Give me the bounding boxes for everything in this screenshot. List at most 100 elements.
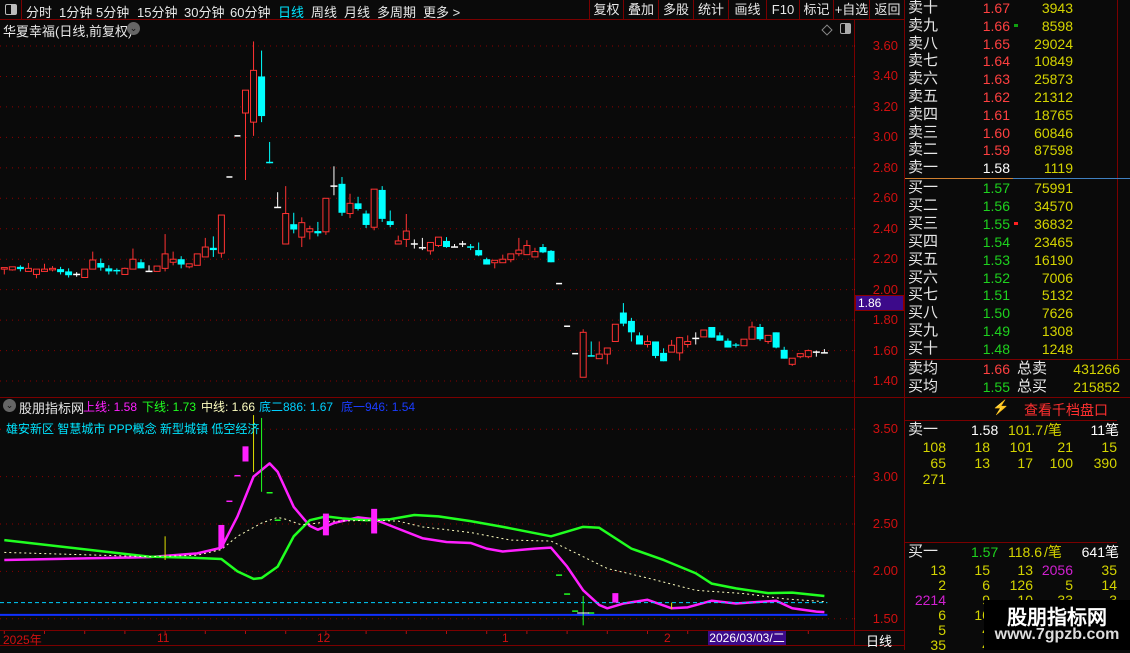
level-volume: 18765 xyxy=(1034,106,1073,123)
indicator-tick-label: 3.50 xyxy=(872,421,898,437)
back-button[interactable]: 返回 xyxy=(869,0,905,20)
candle-body xyxy=(708,326,716,338)
signal-bar xyxy=(242,446,249,462)
panel-toggle-icon[interactable] xyxy=(840,23,851,34)
bids-level-row[interactable]: 买八 1.50 7626 xyxy=(905,304,1117,322)
queue-volume: 2 xyxy=(938,577,946,593)
bids-level-row[interactable]: 买一 1.57 75991 xyxy=(905,179,1117,197)
candle-body xyxy=(169,258,177,263)
queue-row: 65 13 17 100 390 xyxy=(905,456,1117,471)
level-label: 买四 xyxy=(908,232,939,250)
period-tab-5min[interactable]: 5分钟 xyxy=(96,5,130,20)
period-tab-timeshare[interactable]: 分时 xyxy=(26,5,53,20)
change-marker-icon xyxy=(1014,23,1018,27)
candle-body xyxy=(346,202,354,215)
mark-button[interactable]: 标记 xyxy=(799,0,833,20)
period-tab-more[interactable]: 更多 > xyxy=(423,5,461,20)
asks-level-row[interactable]: 卖八 1.65 29024 xyxy=(905,35,1117,53)
level-price: 1.54 xyxy=(982,233,1010,250)
queue-volume: 2056 xyxy=(1041,562,1073,578)
level-label: 买八 xyxy=(908,304,939,322)
candle-body xyxy=(394,240,402,245)
period-tab-weekly[interactable]: 周线 xyxy=(311,5,338,20)
candle-body xyxy=(732,344,740,346)
candle-body xyxy=(443,240,450,248)
bids-level-row[interactable]: 买十 1.48 1248 xyxy=(905,340,1117,358)
multi-stock-button[interactable]: 多股 xyxy=(658,0,693,20)
indicator-chevron-icon[interactable]: ⌄ xyxy=(3,399,16,412)
candle-body xyxy=(547,250,555,263)
bids-level-row[interactable]: 买七 1.51 5132 xyxy=(905,286,1117,304)
layout-toggle-icon[interactable] xyxy=(0,0,22,20)
avg-bid-label: 买均 xyxy=(908,378,939,395)
bids-level-row[interactable]: 买五 1.53 16190 xyxy=(905,251,1117,269)
candle-body xyxy=(499,258,507,264)
asks-level-row[interactable]: 卖六 1.63 25873 xyxy=(905,70,1117,88)
candle-body xyxy=(386,221,394,225)
bids-level-row[interactable]: 买六 1.52 7006 xyxy=(905,269,1117,287)
queue-volume: 108 xyxy=(922,439,946,455)
price-tick-label: 2.80 xyxy=(872,159,898,175)
candlestick-chart[interactable] xyxy=(0,0,855,650)
price-tick-label: 3.20 xyxy=(872,98,898,114)
time-label: 11 xyxy=(157,631,170,645)
bids-level-row[interactable]: 买九 1.49 1308 xyxy=(905,322,1117,340)
price-tick-label: 1.60 xyxy=(872,342,898,358)
bids-level-row[interactable]: 买三 1.55 36832 xyxy=(905,215,1117,233)
asks-level-row[interactable]: 卖四 1.61 18765 xyxy=(905,106,1117,124)
indicator-tick-label: 2.50 xyxy=(872,516,898,531)
candle-body xyxy=(41,268,48,272)
level-price: 1.66 xyxy=(982,17,1010,34)
queue-volume: 6 xyxy=(982,577,990,593)
level-volume: 1248 xyxy=(1041,341,1073,358)
statistics-button[interactable]: 统计 xyxy=(693,0,728,20)
candle-body xyxy=(209,247,217,251)
asks-level-row[interactable]: 卖三 1.60 60846 xyxy=(905,124,1117,142)
ask1-label: 卖一 xyxy=(908,421,939,438)
queue-volume: 35 xyxy=(1101,562,1117,578)
asks-level-row[interactable]: 卖九 1.66 8598 xyxy=(905,17,1117,35)
candle-body xyxy=(764,334,772,342)
asks-level-row[interactable]: 卖七 1.64 10849 xyxy=(905,52,1117,70)
level-price: 1.48 xyxy=(982,341,1010,358)
period-tab-multi[interactable]: 多周期 xyxy=(377,5,417,20)
queue-volume: 15 xyxy=(1101,439,1117,455)
bids-level-row[interactable]: 买四 1.54 23465 xyxy=(905,233,1117,251)
add-watchlist-button[interactable]: +自选 xyxy=(833,0,869,20)
asks-level-row[interactable]: 卖二 1.59 87598 xyxy=(905,141,1117,159)
level-label: 买二 xyxy=(908,196,939,214)
f10-button[interactable]: F10 xyxy=(766,0,799,20)
period-tab-15min[interactable]: 15分钟 xyxy=(137,5,178,20)
level-label: 卖一 xyxy=(908,159,939,177)
level-price: 1.65 xyxy=(982,35,1010,52)
overlay-button[interactable]: 叠加 xyxy=(623,0,658,20)
asks-level-row[interactable]: 卖五 1.62 21312 xyxy=(905,88,1117,106)
draw-line-button[interactable]: 画线 xyxy=(728,0,766,20)
asks-level-row[interactable]: 卖一 1.58 1119 xyxy=(905,159,1117,177)
level-price: 1.57 xyxy=(982,180,1010,196)
candle-body xyxy=(619,312,627,324)
period-tab-60min[interactable]: 60分钟 xyxy=(230,5,271,20)
level-label: 卖七 xyxy=(908,52,939,70)
candle-body xyxy=(258,76,266,117)
adjust-button[interactable]: 复权 xyxy=(589,0,623,20)
period-tab-monthly[interactable]: 月线 xyxy=(344,5,371,20)
period-tab-30min[interactable]: 30分钟 xyxy=(184,5,225,20)
level-price: 1.64 xyxy=(982,53,1010,70)
bid1-unit: /笔 xyxy=(1044,544,1062,560)
period-tab-daily[interactable]: 日线 xyxy=(278,5,305,20)
bids-level-row[interactable]: 买二 1.56 34570 xyxy=(905,197,1117,215)
period-tab-1min[interactable]: 1分钟 xyxy=(59,5,93,20)
queue-volume: 271 xyxy=(922,471,946,487)
depth-link[interactable]: 查看千档盘口 xyxy=(1024,402,1108,418)
period-label[interactable]: 日线 xyxy=(866,634,893,649)
candle-body xyxy=(627,320,635,333)
bid1-detail-header: 买一 1.57 118.6 /笔 641笔 xyxy=(905,543,1119,561)
candle-body xyxy=(700,329,708,338)
level-volume: 36832 xyxy=(1034,215,1073,232)
chevron-down-icon[interactable]: ⌄ xyxy=(127,22,140,35)
level-volume: 8598 xyxy=(1041,17,1073,34)
queue-volume: 100 xyxy=(1049,455,1073,471)
asks-level-row[interactable]: 卖十 1.67 3943 xyxy=(905,0,1117,17)
queue-volume: 126 xyxy=(1009,577,1033,593)
